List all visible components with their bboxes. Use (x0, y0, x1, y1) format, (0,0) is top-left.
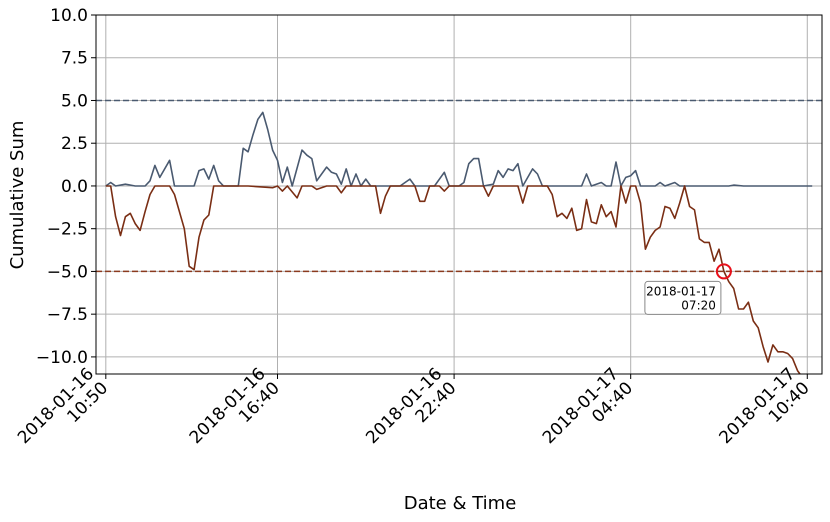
y-tick-label: 5.0 (61, 91, 88, 111)
highlight-label-box (644, 280, 722, 315)
series-lines (105, 111, 813, 374)
threshold-lines (96, 99, 822, 273)
y-tick-label: −2.5 (47, 220, 88, 240)
y-tick-label: −7.5 (47, 305, 88, 325)
plot-frame (95, 14, 823, 375)
y-tick-label: −10.0 (36, 348, 88, 368)
series-line-1 (105, 185, 801, 374)
y-tick-label: 10.0 (50, 6, 88, 26)
x-axis-label: Date & Time (404, 493, 517, 514)
series-line-0 (105, 111, 813, 187)
y-axis: 10.0 7.5 5.0 2.5 0.0 −2.5 −5.0 −7.5 −10.0 (36, 6, 96, 368)
y-axis-label: Cumulative Sum (7, 121, 28, 270)
highlight-label-date: 2018-01-17 (646, 284, 716, 298)
highlight-label-time: 07:20 (681, 298, 716, 312)
y-tick-label: −5.0 (47, 262, 88, 282)
highlight-marker (715, 263, 732, 280)
y-tick-label: 2.5 (61, 134, 88, 154)
y-tick-label: 7.5 (61, 49, 88, 69)
y-tick-label: 0.0 (61, 177, 88, 197)
